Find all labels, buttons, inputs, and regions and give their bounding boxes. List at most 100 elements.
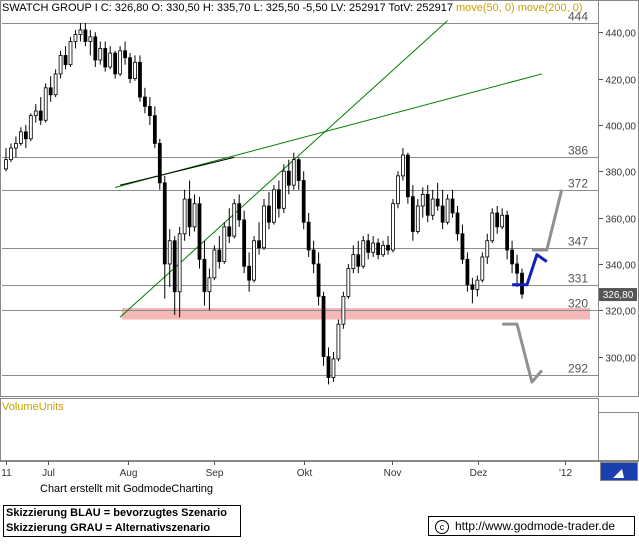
candle-body bbox=[435, 198, 440, 207]
candle-body bbox=[98, 48, 103, 61]
candle-body bbox=[291, 159, 296, 186]
y-tick-label: 420,00 bbox=[605, 76, 636, 87]
header-name: SWATCH GROUP I C: 326,80 O: 330,50 H: 335,… bbox=[2, 2, 583, 14]
date-axis-ticks: 11 Jul Aug Sep Okt Nov Dez '12 bbox=[1, 461, 572, 479]
candle-body bbox=[326, 356, 331, 378]
y-tick-label: 360,00 bbox=[605, 215, 636, 226]
candle-body bbox=[202, 258, 207, 293]
candle-body bbox=[197, 203, 202, 260]
level-label: 331 bbox=[568, 272, 588, 286]
candle-body bbox=[182, 198, 187, 235]
candle-body bbox=[381, 244, 385, 256]
candle-body bbox=[490, 212, 495, 242]
candle-body bbox=[396, 175, 400, 205]
price-axis-frame bbox=[598, 0, 639, 397]
horizontal-levels: 444 386 372 347 331 320 292 bbox=[2, 10, 598, 376]
candle-body bbox=[465, 258, 470, 286]
level-label: 292 bbox=[568, 362, 588, 376]
candle-body bbox=[123, 50, 127, 59]
candle-body bbox=[500, 214, 505, 228]
candle-body bbox=[167, 240, 172, 265]
website-link[interactable]: http://www.godmode-trader.de bbox=[455, 519, 616, 533]
candle-body bbox=[386, 244, 390, 251]
candle-body bbox=[346, 268, 351, 297]
candle-body bbox=[9, 147, 13, 161]
scenario-path bbox=[531, 189, 564, 252]
candle-body bbox=[331, 358, 336, 378]
candle-body bbox=[475, 279, 480, 290]
candle-body bbox=[88, 36, 93, 42]
candle-body bbox=[83, 29, 88, 42]
candle-body bbox=[306, 221, 311, 251]
candle-body bbox=[23, 131, 28, 140]
chart-credit: Chart erstellt mit GodmodeCharting bbox=[40, 483, 214, 495]
candle-body bbox=[272, 189, 276, 223]
candle-body bbox=[18, 131, 23, 144]
candle-body bbox=[401, 154, 405, 177]
corner-widget[interactable] bbox=[600, 462, 638, 481]
note-grey: Skizzierung GRAU = Alternativszenario bbox=[6, 522, 211, 534]
level-label: 444 bbox=[568, 10, 588, 24]
candle-body bbox=[371, 242, 376, 253]
price-axis-ticks: 440,00 420,00 400,00 380,00 360,00 340,00 320,… bbox=[599, 29, 636, 365]
candle-body bbox=[257, 240, 261, 249]
y-tick-label: 400,00 bbox=[605, 122, 636, 133]
candle-body bbox=[143, 96, 147, 107]
candle-body bbox=[480, 256, 485, 281]
candle-body bbox=[410, 196, 415, 232]
candle-body bbox=[217, 249, 222, 263]
candle-body bbox=[336, 323, 341, 360]
volume-panel-frame bbox=[0, 398, 599, 461]
candle-body bbox=[212, 249, 217, 279]
arrow-icon bbox=[613, 469, 624, 478]
candle-body bbox=[63, 54, 68, 66]
candle-body bbox=[415, 205, 420, 232]
candle-body bbox=[78, 29, 83, 35]
candle-body bbox=[53, 73, 58, 96]
copyright-box[interactable]: c http://www.godmode-trader.de bbox=[428, 516, 635, 536]
y-tick-label: 320,00 bbox=[605, 307, 636, 318]
candle-body bbox=[207, 277, 212, 293]
candle-body bbox=[495, 212, 500, 228]
candle-body bbox=[376, 242, 381, 256]
candle-body bbox=[510, 249, 514, 265]
header-close: C: 326,80 bbox=[101, 2, 149, 14]
candle-body bbox=[177, 233, 182, 293]
candle-body bbox=[405, 154, 410, 198]
scenario-path bbox=[512, 253, 548, 287]
candle-body bbox=[4, 159, 8, 170]
candle-body bbox=[286, 170, 291, 186]
candle-body bbox=[341, 295, 346, 325]
candle-body bbox=[450, 198, 455, 214]
candle-body bbox=[485, 240, 490, 258]
price-panel-frame bbox=[0, 0, 599, 397]
candle-body bbox=[147, 105, 152, 117]
level-label: 347 bbox=[568, 235, 588, 249]
volume-label: VolumeUnits bbox=[2, 401, 64, 413]
candle-body bbox=[391, 203, 395, 251]
candles bbox=[4, 22, 524, 385]
trendline bbox=[119, 156, 235, 186]
note-blue: Skizzierung BLAU = bevorzugtes Szenario bbox=[6, 507, 227, 519]
candle-body bbox=[48, 87, 53, 96]
header-ohlc: O: 330,50 H: 335,70 L: 325,50 -5,50 LV: … bbox=[151, 2, 453, 14]
candle-body bbox=[118, 50, 123, 75]
x-tick-label: Jul bbox=[42, 468, 55, 479]
header-instrument: SWATCH GROUP I bbox=[2, 2, 98, 14]
candle-body bbox=[356, 254, 361, 267]
candle-body bbox=[138, 61, 142, 98]
candle-body bbox=[187, 198, 192, 228]
candle-body bbox=[222, 226, 227, 263]
candle-body bbox=[267, 205, 271, 223]
candle-body bbox=[440, 205, 445, 223]
y-tick-label: 440,00 bbox=[605, 29, 636, 40]
scenario-legend: Skizzierung BLAU = bevorzugtes Szenario … bbox=[3, 505, 241, 537]
candle-body bbox=[227, 226, 232, 237]
scenario-path bbox=[502, 322, 543, 384]
candle-body bbox=[242, 219, 247, 267]
support-zone bbox=[122, 307, 590, 320]
candle-body bbox=[311, 249, 316, 265]
current-price-tag bbox=[599, 288, 637, 302]
x-tick-label: Aug bbox=[120, 468, 138, 479]
